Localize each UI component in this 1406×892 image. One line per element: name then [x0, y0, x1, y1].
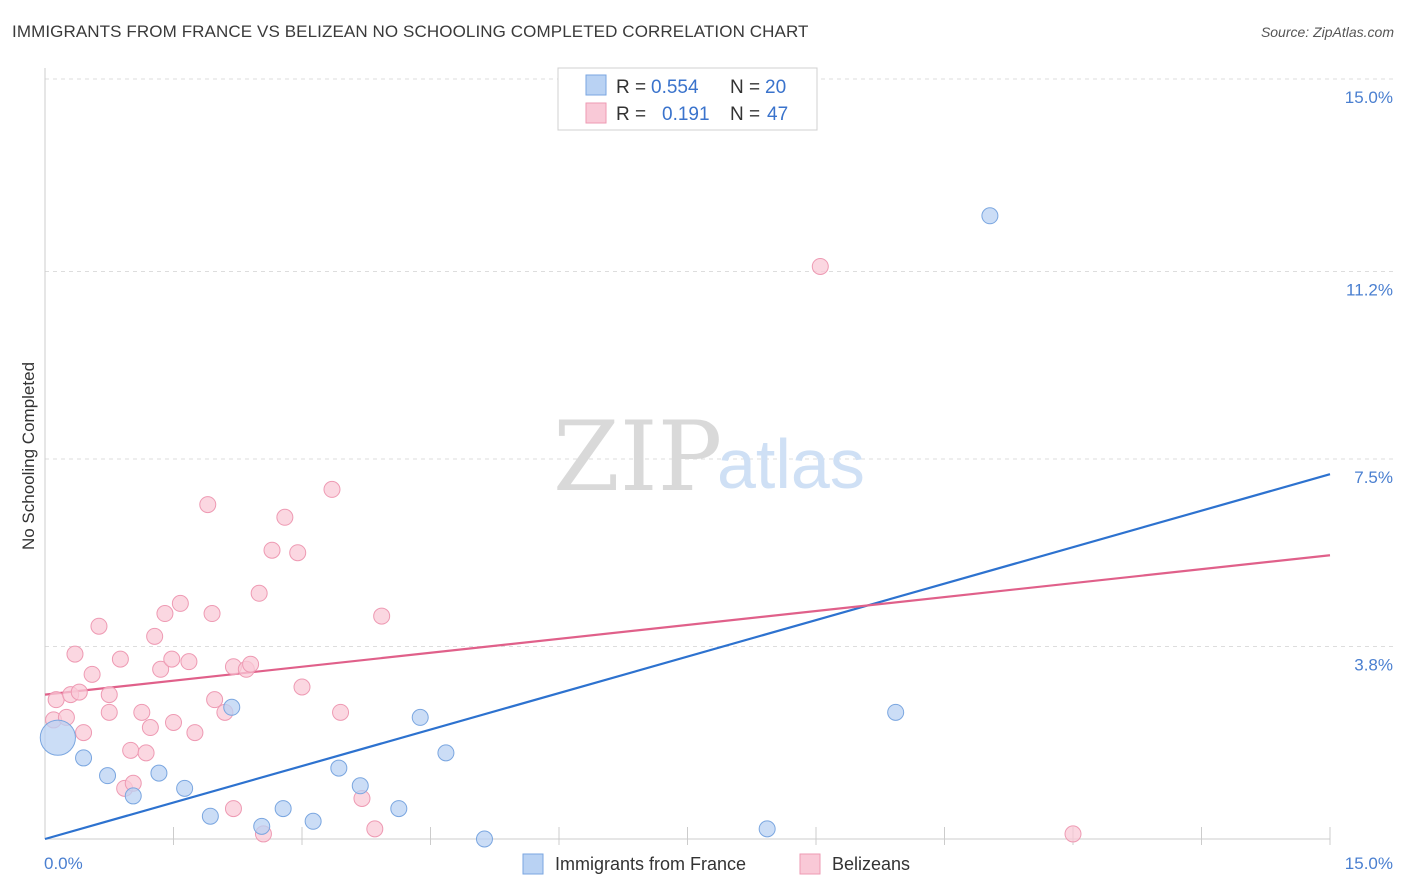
y-axis-title: No Schooling Completed — [19, 362, 38, 550]
series-legend-swatch-france — [522, 853, 544, 875]
point-belizean — [83, 665, 101, 683]
legend-swatch-pink — [585, 102, 607, 124]
point-belizean — [100, 703, 118, 721]
series-legend: Immigrants from France Belizeans — [522, 853, 910, 875]
point-france — [304, 812, 322, 830]
point-belizean — [366, 820, 384, 838]
legend-r-label-1: R = — [616, 77, 646, 98]
x-tick-label-max: 15.0% — [1345, 854, 1393, 873]
point-france — [124, 787, 142, 805]
point-france — [330, 759, 348, 777]
trend-line-blue — [44, 473, 1331, 841]
point-belizean — [206, 691, 224, 709]
point-france — [75, 749, 93, 767]
point-belizean — [122, 741, 140, 759]
point-belizean — [146, 627, 164, 645]
point-belizean — [276, 508, 294, 526]
series-legend-label-france: Immigrants from France — [555, 854, 746, 874]
point-belizean — [186, 724, 204, 742]
point-belizean — [250, 584, 268, 602]
y-tick-label: 11.2% — [1346, 281, 1393, 300]
point-france — [390, 800, 408, 818]
point-belizean — [323, 480, 341, 498]
series-legend-swatch-belizeans — [799, 853, 821, 875]
point-france — [274, 800, 292, 818]
grid-layer — [45, 78, 1393, 647]
legend-swatch-blue — [585, 74, 607, 96]
point-belizean — [263, 541, 281, 559]
point-france — [475, 830, 493, 848]
point-france — [201, 807, 219, 825]
point-belizean — [75, 724, 93, 742]
point-belizean — [100, 686, 118, 704]
point-belizean — [90, 617, 108, 635]
point-belizean — [47, 691, 65, 709]
point-france — [437, 744, 455, 762]
watermark: ZIP atlas — [553, 401, 865, 513]
point-france — [253, 817, 271, 835]
point-france — [887, 703, 905, 721]
point-belizean — [163, 650, 181, 668]
point-belizean — [70, 683, 88, 701]
point-belizean — [1064, 825, 1082, 843]
point-belizean — [293, 678, 311, 696]
point-belizean — [137, 744, 155, 762]
point-belizean — [171, 594, 189, 612]
watermark-zip: ZIP — [553, 401, 722, 513]
point-belizean — [66, 645, 84, 663]
points-layer — [39, 207, 1082, 848]
point-france — [39, 719, 76, 756]
legend-r-value-2: 0.191 — [662, 104, 710, 125]
point-belizean — [242, 655, 260, 673]
point-belizean — [224, 800, 242, 818]
point-france — [223, 698, 241, 716]
legend-r-value-1: 0.554 — [651, 77, 699, 98]
point-belizean — [811, 257, 829, 275]
legend-n-value-2: 47 — [767, 104, 788, 125]
trend-layer — [44, 473, 1331, 841]
y-tick-labels: 3.8% 7.5% 11.2% 15.0% — [1345, 88, 1393, 674]
point-france — [99, 767, 117, 785]
point-belizean — [165, 713, 182, 731]
legend-r-label-2: R = — [616, 104, 646, 125]
point-belizean — [289, 544, 307, 562]
point-france — [351, 777, 369, 795]
point-belizean — [133, 703, 151, 721]
chart-title: IMMIGRANTS FROM FRANCE VS BELIZEAN NO SC… — [12, 22, 809, 41]
legend-n-label-1: N = — [730, 77, 760, 98]
point-belizean — [373, 607, 391, 625]
point-france — [176, 779, 194, 797]
x-tick-label-min: 0.0% — [44, 854, 83, 873]
point-belizean — [199, 496, 217, 514]
point-belizean — [152, 660, 170, 678]
point-belizean — [156, 605, 174, 623]
legend-n-value-1: 20 — [765, 77, 786, 98]
point-france — [758, 820, 776, 838]
series-legend-label-belizeans: Belizeans — [832, 854, 910, 874]
watermark-atlas: atlas — [717, 425, 865, 503]
point-belizean — [203, 605, 221, 623]
legend-n-label-2: N = — [730, 104, 760, 125]
point-belizean — [141, 719, 159, 737]
correlation-legend: R = 0.554 N = 20 R = 0.191 N = 47 — [557, 67, 818, 131]
point-belizean — [332, 703, 350, 721]
point-france — [981, 207, 999, 225]
point-france — [411, 708, 429, 726]
y-tick-label: 7.5% — [1354, 468, 1393, 487]
trend-line-pink — [44, 554, 1331, 696]
y-tick-label: 15.0% — [1345, 88, 1393, 107]
point-france — [150, 764, 168, 782]
point-belizean — [180, 653, 198, 671]
y-tick-label: 3.8% — [1354, 655, 1393, 674]
source-label: Source: ZipAtlas.com — [1260, 24, 1394, 40]
point-belizean — [111, 650, 129, 668]
